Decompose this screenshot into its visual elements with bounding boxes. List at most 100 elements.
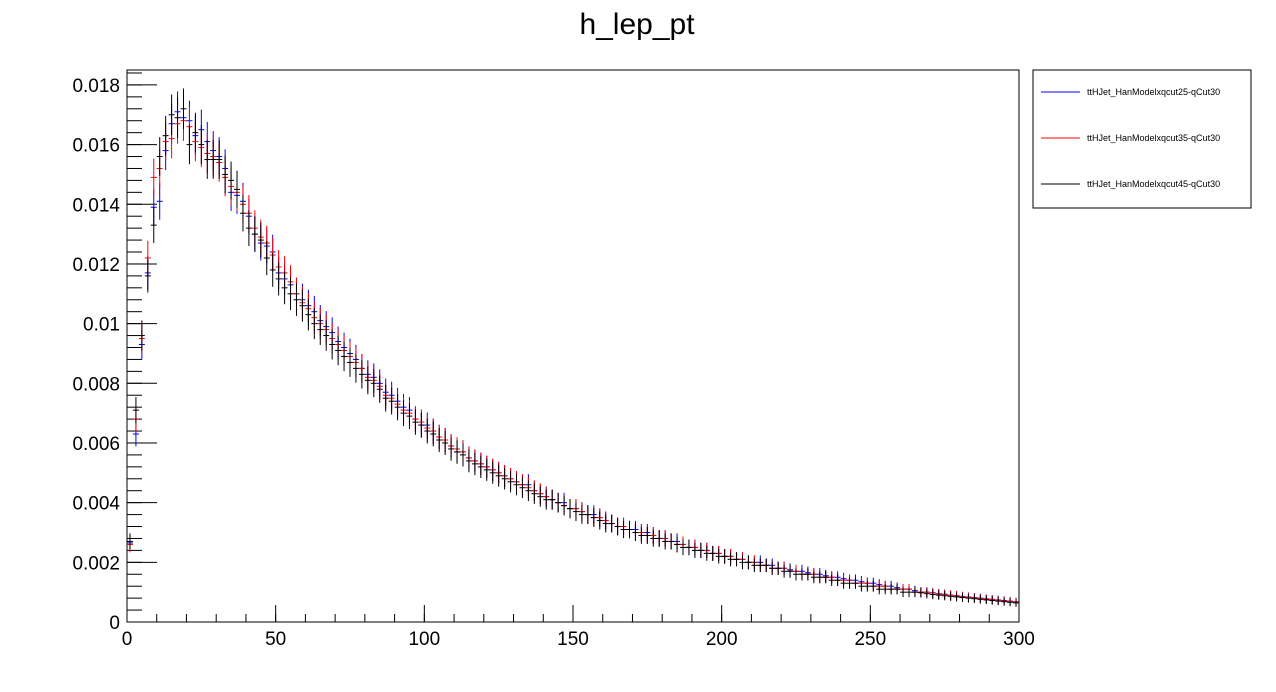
data-point [216,140,223,179]
data-point [501,468,508,490]
data-point [198,124,205,165]
data-point [608,514,615,533]
data-point [828,574,835,587]
data-point [834,574,841,587]
data-point [561,495,568,516]
data-point [341,341,348,372]
data-point [460,443,466,467]
data-point [138,320,145,351]
data-point [614,517,621,536]
data-point [192,112,199,153]
data-point [876,584,883,595]
data-point [733,552,740,567]
data-point [888,584,895,595]
data-point [228,161,235,200]
x-tick-label: 100 [408,629,440,650]
data-point [632,523,639,541]
data-point [317,314,324,345]
data-point [573,502,579,522]
data-point [412,409,419,435]
data-point [691,542,698,558]
data-point [900,587,907,598]
plot-frame [126,69,1020,623]
data-point [305,298,312,331]
data-point [394,394,401,421]
data-point [127,533,133,550]
x-tick-label: 0 [122,629,133,650]
data-point [917,587,924,598]
data-point [245,210,252,246]
data-point [234,170,240,209]
data-point [620,520,627,539]
legend: ttHJet_HanModelxqcut25-qCut30 ttHJet_HanM… [1032,69,1252,209]
data-point [721,549,728,564]
data-point [465,449,472,473]
data-point [370,369,377,398]
series-2 [127,100,1019,607]
data-point [870,580,877,592]
data-point [299,289,306,322]
y-tick-label: 0.01 [83,315,120,336]
data-point [495,464,502,487]
data-point [204,140,211,179]
data-point [715,549,722,564]
data-point [513,474,520,496]
data-point [668,533,675,550]
y-tick-label: 0.016 [72,136,120,157]
data-point [489,461,496,484]
data-point [882,584,889,595]
data-point [424,418,431,444]
data-point [293,283,300,316]
data-point [703,545,710,561]
legend-label: ttHJet_HanModelxqcut35-qCut30 [1087,133,1220,143]
data-point [364,366,371,395]
data-point [347,347,353,377]
data-point [275,262,282,296]
data-point [751,558,758,573]
data-point [787,564,794,578]
data-point [335,335,342,366]
y-tick-label: 0.008 [72,374,120,395]
series-1 [127,91,1019,606]
data-point [477,455,484,479]
data-point [442,430,449,455]
y-tick-label: 0.014 [72,195,120,216]
data-point [858,580,865,592]
data-point [810,571,817,584]
data-point [156,137,163,176]
data-point [816,571,823,584]
y-tick-label: 0.018 [72,76,120,97]
data-point [804,568,811,581]
data-point [436,427,443,453]
data-point [739,555,746,570]
data-point [448,437,455,461]
data-point [638,527,645,544]
data-point [852,577,859,589]
data-point [531,483,538,504]
data-point [650,530,657,547]
x-tick-label: 50 [265,629,286,650]
data-point [376,375,383,403]
data-point [947,591,954,601]
data-point [287,277,294,311]
data-point [769,561,776,575]
data-point [781,564,788,578]
data-point [775,561,782,575]
data-point [894,584,901,595]
data-point [971,594,978,604]
data-point [162,115,169,156]
data-point [251,216,258,252]
x-tick-label: 300 [1003,629,1035,650]
data-point [210,140,217,179]
data-point [846,577,853,589]
data-point [454,440,461,464]
y-tick-label: 0.006 [72,434,120,455]
data-point [323,320,330,351]
x-tick-label: 200 [706,629,738,650]
data-point [537,486,544,507]
x-tick-label: 150 [557,629,589,650]
data-point [358,360,365,389]
data-point [418,412,425,438]
data-point [798,568,805,581]
data-point [406,403,413,430]
